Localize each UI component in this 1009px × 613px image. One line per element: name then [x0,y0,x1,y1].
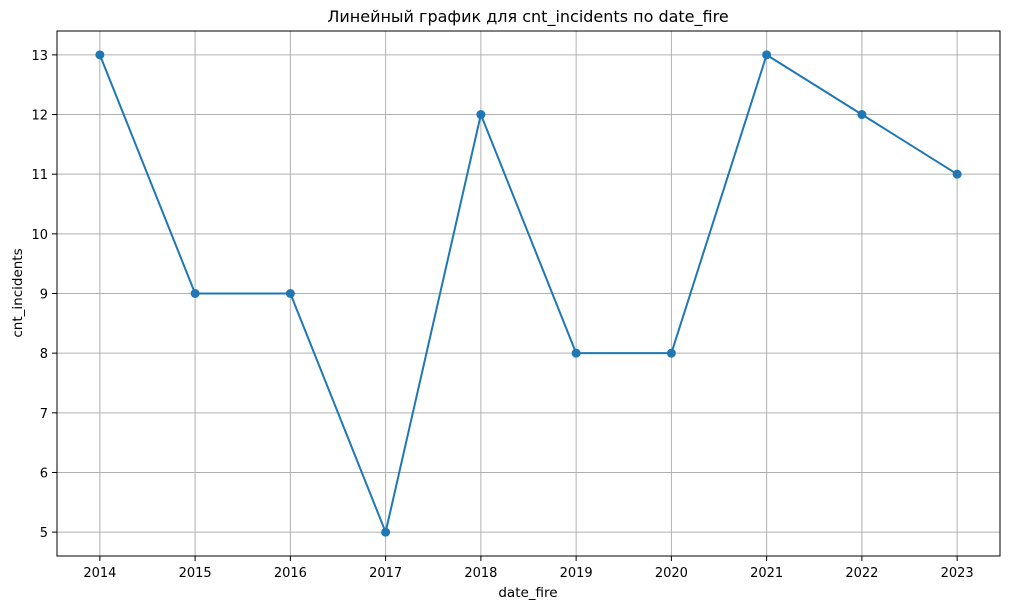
data-point [476,110,486,120]
x-tick-label: 2023 [941,566,974,581]
x-tick-label: 2019 [560,566,593,581]
y-tick-label: 5 [40,526,48,541]
series-line [98,53,958,534]
x-tick-label: 2017 [369,566,402,581]
x-axis-label: date_fire [498,585,557,601]
x-tick-label: 2022 [845,566,878,581]
data-point [571,348,581,358]
y-tick-label: 8 [40,347,48,362]
data-point [952,169,962,179]
series-layer [95,50,962,537]
y-tick-label: 7 [40,407,48,422]
axis-ticks: 2014 2015 2016 2017 2018 2019 2020 2021 2022 2023… [31,49,973,581]
data-point [857,110,867,120]
y-tick-label: 10 [31,228,48,243]
data-point [666,348,676,358]
axes-frame [56,30,1001,557]
grid-lines [57,31,1000,556]
y-tick-label: 6 [40,466,48,481]
x-tick-label: 2021 [750,566,783,581]
y-tick-label: 12 [31,109,48,124]
y-tick-label: 9 [40,288,48,303]
y-axis-label: cnt_incidents [10,248,26,337]
y-tick-label: 13 [31,49,48,64]
data-point [285,289,295,298]
x-tick-label: 2018 [464,566,497,581]
data-point [381,527,391,537]
data-point [190,289,200,298]
x-tick-label: 2015 [179,566,212,581]
x-tick-label: 2016 [274,566,307,581]
x-tick-label: 2014 [83,566,116,581]
data-point [95,50,105,60]
chart-title: Линейный график для cnt_incidents по dat… [327,7,728,27]
x-tick-label: 2020 [655,566,688,581]
data-point [762,50,772,60]
y-tick-label: 11 [31,168,48,183]
